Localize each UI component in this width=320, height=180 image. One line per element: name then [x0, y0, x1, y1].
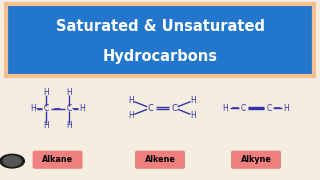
Text: H: H: [190, 96, 196, 105]
Text: H: H: [284, 103, 289, 112]
Text: H: H: [129, 96, 134, 105]
Text: H: H: [223, 103, 228, 112]
Text: H: H: [44, 121, 49, 130]
Text: H: H: [79, 104, 85, 113]
Text: −: −: [273, 103, 282, 113]
Text: C: C: [148, 103, 153, 112]
Text: C: C: [172, 103, 177, 112]
Text: H: H: [66, 88, 72, 97]
Circle shape: [3, 156, 21, 166]
Text: Alkane: Alkane: [42, 155, 73, 164]
Text: C: C: [241, 103, 246, 112]
Text: H: H: [190, 111, 196, 120]
FancyBboxPatch shape: [135, 151, 185, 169]
Text: −: −: [230, 103, 239, 113]
Text: Alkene: Alkene: [145, 155, 175, 164]
Circle shape: [0, 154, 24, 168]
Text: Saturated & Unsaturated: Saturated & Unsaturated: [55, 19, 265, 34]
Text: H: H: [30, 104, 36, 113]
Text: C: C: [66, 104, 71, 113]
Text: H: H: [44, 88, 49, 97]
Text: Alkyne: Alkyne: [241, 155, 271, 164]
Text: C: C: [266, 103, 271, 112]
FancyBboxPatch shape: [231, 151, 281, 169]
Text: C: C: [44, 104, 49, 113]
Text: −: −: [53, 104, 62, 114]
Text: Hydrocarbons: Hydrocarbons: [102, 49, 218, 64]
Text: H: H: [66, 121, 72, 130]
FancyBboxPatch shape: [6, 4, 314, 76]
Text: −: −: [35, 104, 44, 114]
Text: −: −: [71, 104, 80, 114]
Text: H: H: [129, 111, 134, 120]
FancyBboxPatch shape: [33, 151, 83, 169]
